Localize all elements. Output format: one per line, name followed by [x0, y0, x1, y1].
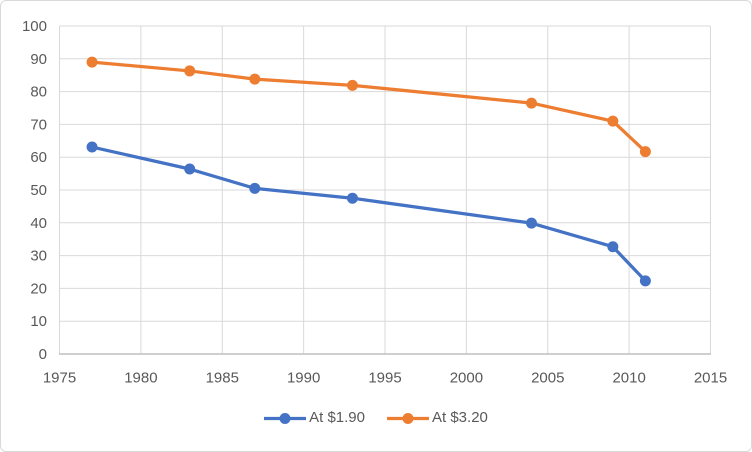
legend-label-at-3-20: At $3.20 [432, 409, 488, 426]
y-axis-tick-label: 60 [30, 149, 47, 166]
y-axis-tick-label: 10 [30, 313, 47, 330]
legend-label-at-1-90: At $1.90 [309, 409, 365, 426]
data-point-series-1 [249, 73, 261, 85]
data-point-series-0 [249, 182, 261, 194]
data-point-series-0 [184, 163, 196, 175]
data-point-series-1 [525, 97, 537, 109]
x-axis-tick-label: 1975 [43, 370, 76, 387]
y-axis-tick-label: 0 [39, 346, 47, 363]
legend-marker-at-1-90 [264, 412, 307, 424]
x-axis-tick-label: 1985 [206, 370, 239, 387]
series-line-1 [90, 60, 648, 154]
y-axis-tick-label: 50 [30, 182, 47, 199]
y-axis-tick-label: 70 [30, 116, 47, 133]
data-point-series-0 [346, 192, 358, 204]
y-axis-tick-label: 100 [22, 18, 47, 35]
x-axis-tick-label: 2000 [450, 370, 483, 387]
data-point-series-1 [346, 79, 358, 91]
legend-item-at-3-20: At $3.20 [387, 407, 488, 429]
data-point-series-0 [639, 275, 651, 287]
data-point-series-1 [607, 115, 619, 127]
data-point-series-0 [607, 241, 619, 253]
x-axis-tick-label: 2005 [531, 370, 564, 387]
data-point-series-0 [525, 217, 537, 229]
x-axis-tick-label: 2015 [694, 370, 727, 387]
x-axis-tick-label: 2010 [612, 370, 645, 387]
series-line-0 [90, 145, 648, 283]
y-axis-tick-label: 20 [30, 280, 47, 297]
legend-dot-icon [279, 412, 291, 424]
legend-item-at-1-90: At $1.90 [264, 407, 365, 429]
y-axis-tick-label: 40 [30, 215, 47, 232]
x-axis-tick-label: 1995 [368, 370, 401, 387]
y-axis-tick-label: 80 [30, 84, 47, 101]
chart-legend: At $1.90 At $3.20 [1, 407, 751, 429]
x-axis-tick-label: 1980 [124, 370, 157, 387]
data-point-series-1 [86, 56, 98, 68]
y-axis-tick-label: 30 [30, 248, 47, 265]
data-point-series-0 [86, 141, 98, 153]
legend-dot-icon [402, 412, 414, 424]
legend-marker-at-3-20 [387, 412, 429, 424]
data-point-series-1 [639, 146, 651, 158]
y-axis-tick-label: 90 [30, 51, 47, 68]
x-axis-tick-label: 1990 [287, 370, 320, 387]
data-point-series-1 [184, 65, 196, 77]
